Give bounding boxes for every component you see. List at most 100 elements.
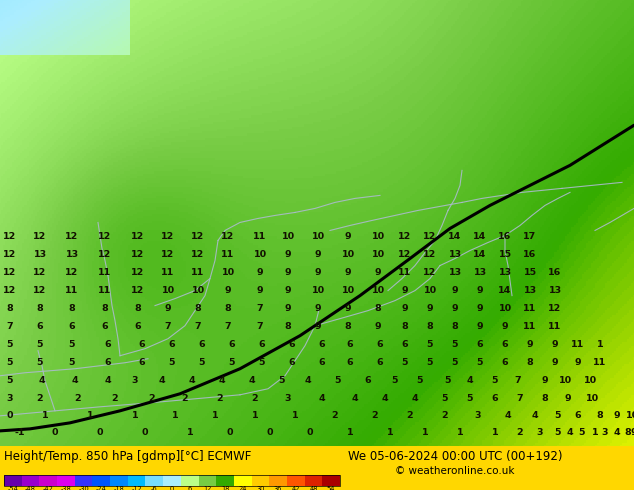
Bar bbox=[322, 475, 340, 486]
Text: 4: 4 bbox=[567, 428, 573, 438]
Text: 10: 10 bbox=[372, 286, 385, 295]
Text: 6: 6 bbox=[365, 376, 372, 385]
Text: 14: 14 bbox=[474, 232, 487, 241]
Text: -54: -54 bbox=[8, 487, 18, 490]
Text: 12: 12 bbox=[424, 250, 437, 259]
Text: 6: 6 bbox=[188, 487, 192, 490]
Text: 12: 12 bbox=[398, 232, 411, 241]
Text: 10: 10 bbox=[221, 268, 235, 277]
Text: 9: 9 bbox=[375, 268, 381, 277]
Text: 13: 13 bbox=[448, 250, 462, 259]
Text: 6: 6 bbox=[288, 358, 295, 367]
Text: 12: 12 bbox=[162, 232, 174, 241]
Text: 2: 2 bbox=[217, 394, 223, 403]
Text: 8: 8 bbox=[375, 304, 382, 313]
Text: 3: 3 bbox=[7, 394, 13, 403]
Text: 2: 2 bbox=[37, 394, 43, 403]
Text: 36: 36 bbox=[274, 487, 282, 490]
Text: 7: 7 bbox=[515, 376, 521, 385]
Text: 6: 6 bbox=[139, 340, 145, 349]
Text: 10: 10 bbox=[372, 232, 385, 241]
Text: 5: 5 bbox=[579, 428, 585, 438]
Bar bbox=[57, 475, 75, 486]
Text: 4: 4 bbox=[382, 394, 388, 403]
Text: 12: 12 bbox=[131, 232, 145, 241]
Text: 5: 5 bbox=[392, 376, 398, 385]
Text: 9: 9 bbox=[345, 268, 351, 277]
Bar bbox=[4, 475, 340, 486]
Text: 0: 0 bbox=[142, 428, 148, 438]
Text: 6: 6 bbox=[347, 358, 353, 367]
Text: 12: 12 bbox=[548, 304, 562, 313]
Text: 1: 1 bbox=[492, 428, 498, 438]
Text: -48: -48 bbox=[25, 487, 36, 490]
Text: 4: 4 bbox=[72, 376, 79, 385]
Text: 8: 8 bbox=[541, 394, 548, 403]
Text: 10: 10 bbox=[281, 232, 295, 241]
Text: -6: -6 bbox=[151, 487, 158, 490]
Text: 0: 0 bbox=[97, 428, 103, 438]
Text: 9: 9 bbox=[552, 340, 559, 349]
Text: 3: 3 bbox=[537, 428, 543, 438]
Text: 2: 2 bbox=[442, 411, 448, 420]
Bar bbox=[252, 475, 269, 486]
Text: 1: 1 bbox=[347, 428, 353, 438]
Text: 12: 12 bbox=[191, 232, 205, 241]
Text: 6: 6 bbox=[477, 340, 483, 349]
Text: 6: 6 bbox=[37, 322, 43, 331]
Text: -38: -38 bbox=[60, 487, 71, 490]
Text: 17: 17 bbox=[524, 232, 536, 241]
Text: 8: 8 bbox=[597, 411, 604, 420]
Text: 8: 8 bbox=[427, 322, 434, 331]
Text: 4: 4 bbox=[249, 376, 256, 385]
Text: 16: 16 bbox=[498, 232, 512, 241]
Text: 8: 8 bbox=[451, 322, 458, 331]
Text: 11: 11 bbox=[524, 322, 536, 331]
Bar bbox=[181, 475, 198, 486]
Text: 8: 8 bbox=[285, 322, 292, 331]
Text: -18: -18 bbox=[113, 487, 124, 490]
Text: 12: 12 bbox=[221, 232, 235, 241]
Text: 6: 6 bbox=[169, 340, 176, 349]
Text: 11: 11 bbox=[571, 340, 585, 349]
Text: 14: 14 bbox=[448, 232, 462, 241]
Text: 13: 13 bbox=[498, 268, 512, 277]
Text: 10: 10 bbox=[162, 286, 174, 295]
Text: 4: 4 bbox=[105, 376, 112, 385]
Text: 6: 6 bbox=[229, 340, 235, 349]
Text: Height/Temp. 850 hPa [gdmp][°C] ECMWF: Height/Temp. 850 hPa [gdmp][°C] ECMWF bbox=[4, 450, 251, 463]
Text: 7: 7 bbox=[517, 394, 523, 403]
Text: 5: 5 bbox=[7, 340, 13, 349]
Text: 5: 5 bbox=[555, 411, 561, 420]
Text: 9: 9 bbox=[285, 250, 291, 259]
Text: 2: 2 bbox=[372, 411, 378, 420]
Text: 5: 5 bbox=[7, 358, 13, 367]
Text: 5: 5 bbox=[68, 340, 75, 349]
Text: 9: 9 bbox=[477, 304, 483, 313]
Text: 10: 10 bbox=[191, 286, 205, 295]
Text: 5: 5 bbox=[37, 340, 43, 349]
Text: 6: 6 bbox=[105, 340, 112, 349]
Text: 2: 2 bbox=[75, 394, 81, 403]
Text: 6: 6 bbox=[319, 340, 325, 349]
Text: 5: 5 bbox=[37, 358, 43, 367]
Text: 11: 11 bbox=[398, 268, 411, 277]
Text: 4: 4 bbox=[219, 376, 225, 385]
Text: 6: 6 bbox=[402, 340, 408, 349]
Text: 8: 8 bbox=[624, 428, 631, 438]
Bar bbox=[145, 475, 163, 486]
Text: 9: 9 bbox=[631, 428, 634, 438]
Bar bbox=[198, 475, 216, 486]
Text: 12: 12 bbox=[191, 250, 205, 259]
Text: 5: 5 bbox=[452, 358, 458, 367]
Text: 9: 9 bbox=[527, 340, 533, 349]
Text: 0: 0 bbox=[267, 428, 273, 438]
Text: 5: 5 bbox=[427, 358, 433, 367]
Text: 4: 4 bbox=[158, 376, 165, 385]
Text: -12: -12 bbox=[131, 487, 142, 490]
Text: 9: 9 bbox=[402, 304, 408, 313]
Text: 5: 5 bbox=[417, 376, 424, 385]
Text: 10: 10 bbox=[498, 304, 512, 313]
Text: 5: 5 bbox=[68, 358, 75, 367]
Text: 3: 3 bbox=[285, 394, 291, 403]
